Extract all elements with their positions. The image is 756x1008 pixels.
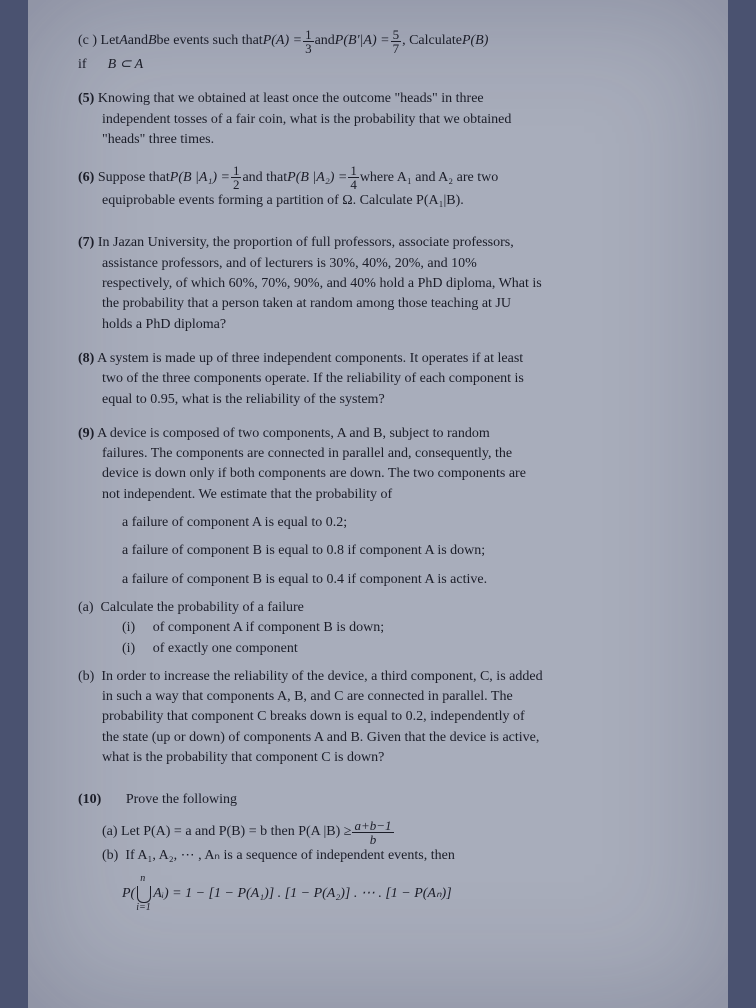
fraction: a+b−1 b xyxy=(352,819,393,846)
text: Knowing that we obtained at least once t… xyxy=(98,91,484,106)
text: and xyxy=(128,31,148,51)
text: A system is made up of three independent… xyxy=(97,351,523,366)
text: , Calculate xyxy=(402,31,462,51)
fraction: 1 4 xyxy=(348,164,359,191)
question-c: (c ) Let A and B be events such that P(A… xyxy=(78,28,678,75)
text: Let P(A) = a and P(B) = b then P(A |B) ≥ xyxy=(121,822,351,842)
text: In order to increase the reliability of … xyxy=(101,669,542,684)
fraction: 1 2 xyxy=(231,164,242,191)
text: If A₁, A₂, ⋯ , Aₙ is a sequence of indep… xyxy=(125,848,455,863)
question-label: (6) xyxy=(78,168,94,188)
sublabel: (a) xyxy=(102,822,118,842)
var-b: B xyxy=(148,31,157,51)
text: of component A if component B is down; xyxy=(153,620,384,635)
text: respectively, of which 60%, 70%, 90%, an… xyxy=(102,274,678,294)
text: probability that component C breaks down… xyxy=(102,707,678,727)
text: A device is composed of two components, … xyxy=(97,426,490,441)
text: what is the probability that component C… xyxy=(102,748,678,768)
expr: Aᵢ) = 1 − [1 − P(A₁)] . [1 − P(A₂)] . ⋯ … xyxy=(153,884,451,904)
expr: B ⊂ A xyxy=(108,57,144,72)
text: if xyxy=(78,57,87,72)
sublabel: (a) xyxy=(78,600,94,615)
question-8: (8) A system is made up of three indepen… xyxy=(78,349,678,410)
question-c-line2: if B ⊂ A xyxy=(78,55,678,75)
question-label: (8) xyxy=(78,349,94,369)
text: Calculate the probability of a failure xyxy=(101,600,304,615)
sublabel: (b) xyxy=(102,848,118,863)
question-9b: (b) In order to increase the reliability… xyxy=(78,667,678,768)
text: independent tosses of a fair coin, what … xyxy=(102,110,678,130)
question-label: (9) xyxy=(78,424,94,444)
question-label: (10) xyxy=(78,790,101,810)
question-6: (6) Suppose that P(B |A₁) = 1 2 and that… xyxy=(78,164,678,211)
var-a: A xyxy=(119,31,128,51)
text: equiprobable events forming a partition … xyxy=(102,191,678,211)
text: "heads" three times. xyxy=(102,130,678,150)
question-9a: (a) Calculate the probability of a failu… xyxy=(78,598,678,659)
text: not independent. We estimate that the pr… xyxy=(102,485,678,505)
union-symbol: n i=1 xyxy=(137,886,151,903)
text: two of the three components operate. If … xyxy=(102,369,678,389)
text: Suppose that xyxy=(98,168,170,188)
expr: P(A) = xyxy=(263,31,302,51)
question-9: (9) A device is composed of two componen… xyxy=(78,424,678,768)
text: the state (up or down) of components A a… xyxy=(102,728,678,748)
expr: P(B |A₁) = xyxy=(170,168,230,188)
text: assistance professors, and of lecturers … xyxy=(102,254,678,274)
question-label: (7) xyxy=(78,233,94,253)
question-10: (10) Prove the following (a) Let P(A) = … xyxy=(78,790,678,904)
text: failures. The components are connected i… xyxy=(102,444,678,464)
text: device is down only if both components a… xyxy=(102,464,678,484)
sub-item: (i) of exactly one component xyxy=(122,639,678,659)
text: In Jazan University, the proportion of f… xyxy=(98,235,514,250)
question-10a: (a) Let P(A) = a and P(B) = b then P(A |… xyxy=(102,819,678,846)
text: the probability that a person taken at r… xyxy=(102,294,678,314)
fraction: 1 3 xyxy=(303,28,314,55)
text: equal to 0.95, what is the reliability o… xyxy=(102,390,678,410)
expr: P( xyxy=(122,884,135,904)
text: a failure of component B is equal to 0.8… xyxy=(122,541,678,561)
expr: P(B'|A) = xyxy=(335,31,390,51)
text: and that xyxy=(242,168,287,188)
text: be events such that xyxy=(157,31,263,51)
text: Prove the following xyxy=(126,792,237,807)
sublabel: (b) xyxy=(78,669,94,684)
question-10b: (b) If A₁, A₂, ⋯ , Aₙ is a sequence of i… xyxy=(102,846,678,866)
document-page: (c ) Let A and B be events such that P(A… xyxy=(28,0,728,1008)
expr: P(B) xyxy=(462,31,488,51)
sublabel: (i) xyxy=(122,641,135,656)
question-label: (5) xyxy=(78,89,94,109)
text: a failure of component B is equal to 0.4… xyxy=(122,570,678,590)
fraction: 5 7 xyxy=(391,28,402,55)
text: of exactly one component xyxy=(153,641,298,656)
text: a failure of component A is equal to 0.2… xyxy=(122,513,678,533)
question-10b-eq: P( n i=1 Aᵢ) = 1 − [1 − P(A₁)] . [1 − P(… xyxy=(122,884,678,904)
sublabel: (i) xyxy=(122,620,135,635)
text: where A₁ and A₂ are two xyxy=(360,168,498,188)
text: in such a way that components A, B, and … xyxy=(102,687,678,707)
question-5: (5) Knowing that we obtained at least on… xyxy=(78,89,678,150)
text: and xyxy=(315,31,335,51)
expr: P(B |A₂) = xyxy=(287,168,347,188)
text: (c ) Let xyxy=(78,31,119,51)
text: holds a PhD diploma? xyxy=(102,315,678,335)
question-7: (7) In Jazan University, the proportion … xyxy=(78,233,678,334)
question-c-line1: (c ) Let A and B be events such that P(A… xyxy=(78,28,678,55)
sub-item: (i) of component A if component B is dow… xyxy=(122,618,678,638)
